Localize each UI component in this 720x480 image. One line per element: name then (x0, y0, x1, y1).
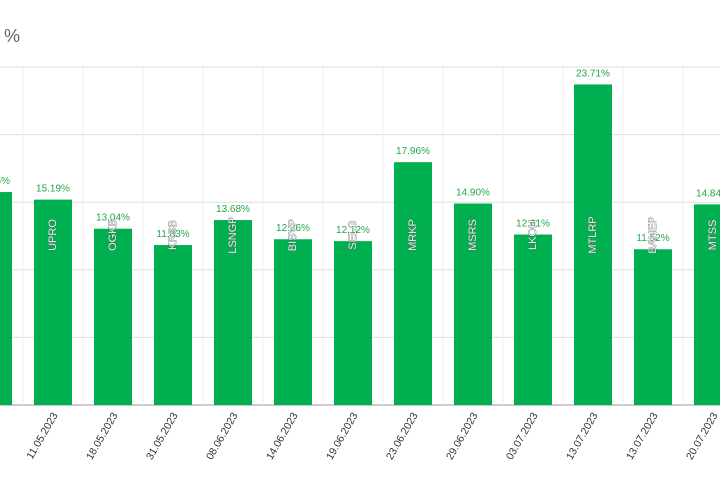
x-tick-label: 19.06.2023 (324, 410, 361, 462)
value-label: 14.90% (456, 188, 490, 199)
value-label: 14.84% (696, 188, 720, 199)
x-tick-label: 14.06.2023 (264, 410, 301, 462)
x-tick-label: 29.06.2023 (444, 410, 481, 462)
ticker-label: BISVP (287, 219, 299, 251)
value-label: 12.26% (276, 223, 310, 234)
bar (454, 203, 492, 405)
bar (274, 239, 312, 405)
value-label: 11.52% (636, 233, 669, 244)
ticker-label: MTLRP (587, 216, 599, 253)
ticker-label: MRKP (407, 219, 419, 251)
bar (34, 199, 72, 405)
chart-title: % (4, 26, 20, 46)
x-tick-label: 13.07.2023 (564, 410, 601, 462)
ticker-label: KRSB (167, 220, 179, 250)
ticker-label: OGKB (107, 219, 119, 251)
bar (154, 245, 192, 405)
value-label: 15.19% (36, 184, 70, 195)
bar (514, 234, 552, 405)
bar (94, 228, 132, 405)
ticker-label: MTSS (707, 220, 719, 251)
value-label: 15.75% (0, 176, 10, 187)
bar (334, 241, 372, 405)
bar (394, 162, 432, 405)
ticker-label: MSRS (467, 219, 479, 251)
bar (634, 249, 672, 405)
x-tick-label: 31.05.2023 (144, 410, 181, 462)
value-label: 11.83% (156, 229, 189, 240)
x-tick-label: 20.07.2023 (684, 410, 720, 462)
bar (694, 204, 720, 405)
x-tick-label: 03.07.2023 (504, 410, 541, 462)
bar (0, 192, 12, 405)
ticker-label: LSNGP (227, 216, 239, 253)
ticker-label: BANEP (647, 216, 659, 253)
value-label: 17.96% (396, 146, 430, 157)
value-label: 12.61% (516, 219, 550, 230)
value-label: 23.71% (576, 68, 610, 79)
x-tick-label: 23.06.2023 (384, 410, 421, 462)
x-tick-label: 08.06.2023 (204, 410, 241, 462)
x-tick-label: 11.05.2023 (24, 410, 60, 461)
value-label: 13.68% (216, 204, 250, 215)
bar (574, 84, 612, 406)
value-label: 13.04% (96, 213, 130, 224)
value-label: 12.12% (336, 225, 370, 236)
ticker-label: UPRO (47, 219, 59, 251)
ticker-label: LKOH (527, 220, 539, 250)
x-tick-label: 13.07.2023 (624, 410, 661, 462)
bar (214, 220, 252, 405)
ticker-label: SELG (347, 220, 359, 249)
x-tick-label: 18.05.2023 (84, 410, 121, 462)
